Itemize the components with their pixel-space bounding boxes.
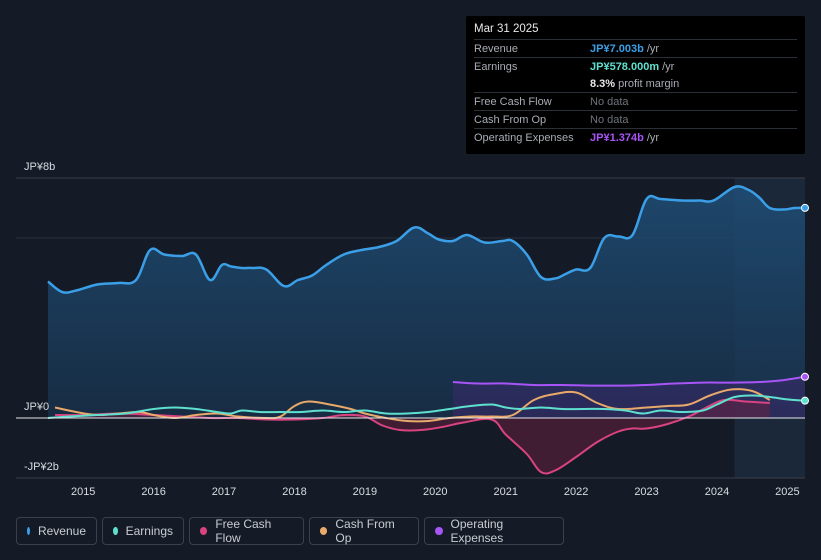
tooltip-label: Earnings	[474, 60, 518, 73]
legend-cash-from-op[interactable]: Cash From Op	[309, 517, 419, 545]
legend-label: Free Cash Flow	[215, 517, 272, 545]
legend-revenue[interactable]: Revenue	[16, 517, 97, 545]
tooltip-row-revenue: Revenue JP¥7.003b /yr	[474, 39, 797, 57]
x-tick-label: 2023	[634, 486, 658, 498]
legend-dot-icon	[27, 527, 30, 535]
legend-label: Earnings	[125, 524, 173, 538]
legend-label: Revenue	[37, 524, 86, 538]
x-tick-label: 2020	[423, 486, 447, 498]
x-tick-label: 2024	[705, 486, 729, 498]
tooltip-value: JP¥578.000m	[590, 60, 660, 73]
x-tick-label: 2019	[353, 486, 377, 498]
tooltip-value: No data	[590, 113, 629, 126]
tooltip-value: No data	[590, 95, 629, 108]
earnings-line	[47, 394, 806, 419]
x-tick-label: 2021	[493, 486, 517, 498]
legend-free-cash-flow[interactable]: Free Cash Flow	[189, 517, 304, 545]
x-tick-label: 2022	[564, 486, 588, 498]
y-tick-label: JP¥0	[24, 401, 49, 413]
tooltip-row-fcf: Free Cash Flow No data	[474, 92, 797, 110]
tooltip-label: Operating Expenses	[474, 131, 574, 144]
x-tick-label: 2017	[212, 486, 236, 498]
revenue-end-marker	[801, 203, 809, 212]
tooltip-unit: profit margin	[618, 77, 680, 90]
chart-canvas: JP¥8b JP¥0 -JP¥2b 2015 2016 2017 2018 2019 2020 2…	[16, 161, 809, 498]
opex-end-marker	[801, 372, 809, 381]
tooltip-value: JP¥7.003b	[590, 42, 644, 55]
tooltip-date: Mar 31 2025	[474, 23, 539, 35]
legend-earnings[interactable]: Earnings	[102, 517, 184, 545]
tooltip-value: 8.3%	[590, 77, 616, 90]
tooltip-label: Cash From Op	[474, 113, 547, 126]
legend-dot-icon	[113, 527, 118, 535]
y-tick-label: -JP¥2b	[24, 461, 59, 473]
tooltip-row-opex: Operating Expenses JP¥1.374b /yr	[474, 128, 797, 146]
tooltip-label: Revenue	[474, 42, 519, 55]
series-revenue	[47, 185, 809, 418]
x-tick-label: 2018	[282, 486, 306, 498]
tooltip-row-earnings: Earnings JP¥578.000m /yr	[474, 57, 797, 75]
legend-operating-expenses[interactable]: Operating Expenses	[424, 517, 564, 545]
tooltip-value: JP¥1.374b	[590, 131, 644, 144]
legend-dot-icon	[320, 527, 328, 535]
tooltip-label: Free Cash Flow	[474, 95, 552, 108]
tooltip-row-margin: 8.3% profit margin	[474, 75, 797, 92]
legend-dot-icon	[200, 527, 208, 535]
legend-label: Operating Expenses	[450, 517, 504, 545]
x-tick-label: 2015	[71, 486, 95, 498]
tooltip-panel: Mar 31 2025 Revenue JP¥7.003b /yr Earnin…	[466, 16, 805, 154]
revenue-area	[48, 186, 805, 418]
earnings-end-marker	[801, 396, 809, 405]
tooltip-unit: /yr	[662, 60, 675, 73]
legend-dot-icon	[435, 527, 443, 535]
revenue-line	[47, 185, 806, 294]
y-tick-label: JP¥8b	[24, 161, 55, 173]
x-tick-label: 2016	[141, 486, 165, 498]
tooltip-unit: /yr	[646, 42, 660, 55]
series-earnings	[47, 394, 809, 419]
tooltip-unit: /yr	[646, 131, 660, 144]
tooltip-row-cfo: Cash From Op No data	[474, 110, 797, 128]
x-tick-label: 2025	[775, 486, 799, 498]
legend-label: Cash From Op	[335, 517, 395, 545]
opex-line	[452, 375, 806, 387]
